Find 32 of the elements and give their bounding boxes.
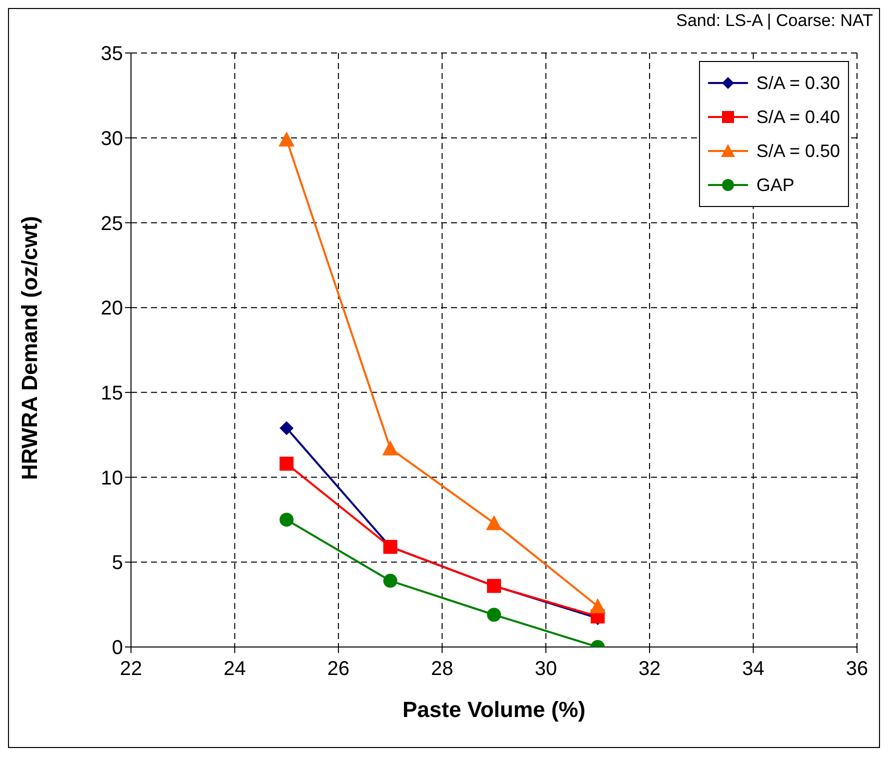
y-tick-label: 10 <box>100 467 123 490</box>
y-axis-title: HRWRA Demand (oz/cwt) <box>16 216 42 480</box>
point <box>280 456 294 471</box>
y-tick-label: 20 <box>100 298 123 320</box>
y-tick-label: 0 <box>112 637 123 660</box>
y-tick-label: 15 <box>100 382 123 405</box>
point <box>278 132 295 147</box>
point <box>486 515 502 530</box>
x-tick-label: 28 <box>431 658 454 680</box>
text: Sand: LS-A | Coarse: NAT <box>676 11 873 31</box>
legend-label: GAP <box>756 174 794 196</box>
y-tick-label: 5 <box>112 552 123 574</box>
x-tick-label: 30 <box>534 658 557 680</box>
y-tick-label: 30 <box>100 128 123 150</box>
point <box>590 598 606 614</box>
point <box>280 421 294 436</box>
x-tick-label: 24 <box>224 658 246 680</box>
x-axis-title: Paste Volume (%) <box>402 697 586 722</box>
legend-label: S/A = 0.50 <box>756 140 840 162</box>
x-tick-label: 36 <box>846 658 868 680</box>
y-tick-label: 35 <box>100 43 123 66</box>
x-tick-label: 32 <box>638 658 661 680</box>
x-tick-label: 34 <box>742 658 764 680</box>
legend-label: S/A = 0.30 <box>756 72 840 94</box>
point <box>383 574 398 588</box>
y-tick-label: 25 <box>100 212 123 235</box>
point <box>487 608 501 622</box>
x-tick-label: 26 <box>327 658 350 680</box>
point <box>280 512 294 527</box>
x-tick-label: 22 <box>120 658 142 680</box>
legend-label: S/A = 0.40 <box>756 106 840 128</box>
point <box>382 440 398 456</box>
